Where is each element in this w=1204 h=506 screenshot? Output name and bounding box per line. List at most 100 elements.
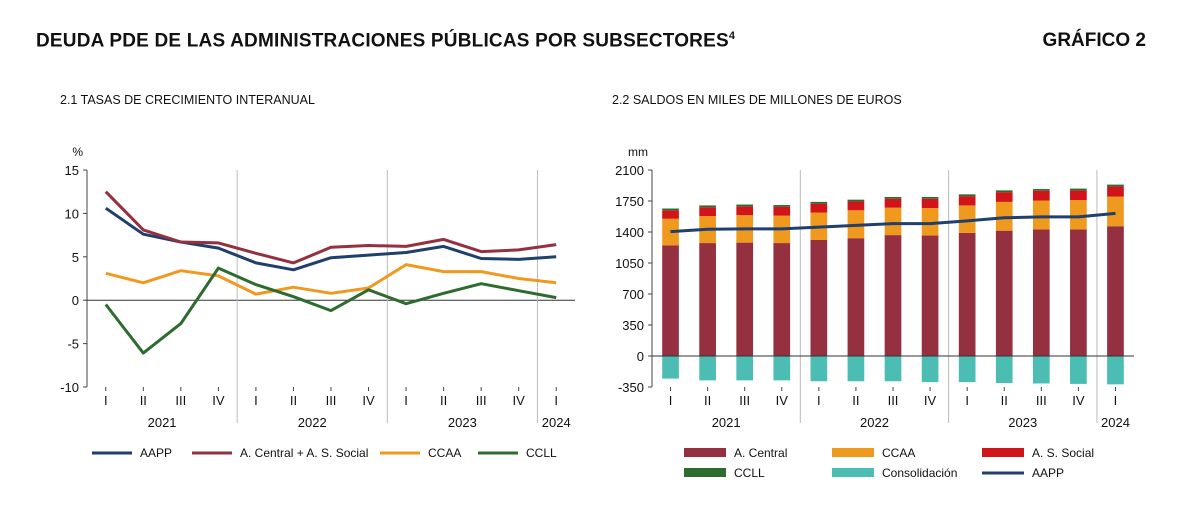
bar-segment-a-s-social (1070, 190, 1087, 201)
figure-code: GRÁFICO 2 (1042, 30, 1146, 51)
year-label: 2023 (448, 415, 477, 430)
legend-label: A. Central + A. S. Social (240, 446, 368, 460)
bar-segment-a-s-social (810, 203, 828, 213)
bar-segment-a-central (1032, 229, 1050, 356)
x-tick-label: III (739, 393, 750, 408)
y-tick-label: 15 (65, 163, 79, 178)
legend-swatch (684, 448, 726, 457)
bar-segment-a-s-social (1107, 186, 1124, 197)
x-tick-label: IV (212, 393, 225, 408)
y-tick-label: 2100 (615, 163, 644, 178)
legend-swatch (832, 468, 874, 477)
bar-segment-consolidaci-n (884, 356, 902, 382)
y-unit-label: % (72, 145, 83, 159)
x-tick-label: I (1114, 393, 1118, 408)
y-tick-label: 1400 (615, 225, 644, 240)
bar-segment-a-central (921, 235, 939, 356)
legend-label: AAPP (1032, 466, 1064, 480)
bar-segment-ccll (958, 194, 976, 197)
bar-segment-consolidaci-n (736, 356, 754, 381)
bar-segment-consolidaci-n (1070, 356, 1087, 384)
series-line-a-central-a-s-social (104, 190, 557, 265)
bar-segment-ccll (1070, 188, 1087, 191)
x-tick-label: IV (362, 393, 375, 408)
bar-segment-ccll (995, 190, 1013, 193)
bar-segment-a-central (662, 245, 679, 356)
x-tick-label: I (965, 393, 969, 408)
bar-segment-ccaa (1032, 200, 1050, 230)
bar-segment-ccll (736, 204, 754, 207)
legend-label: AAPP (140, 446, 172, 460)
x-tick-label: I (104, 393, 108, 408)
x-tick-label: II (1001, 393, 1008, 408)
legend-label: CCAA (428, 446, 461, 460)
bar-segment-consolidaci-n (773, 356, 791, 381)
bar-segment-a-s-social (884, 198, 902, 208)
x-tick-label: II (704, 393, 711, 408)
y-tick-label: 700 (622, 287, 644, 302)
x-tick-label: IV (924, 393, 937, 408)
year-label: 2022 (298, 415, 327, 430)
legend-label: CCLL (734, 466, 765, 480)
series-line-ccaa (105, 263, 557, 296)
year-label: 2024 (1101, 415, 1130, 430)
x-tick-label: I (404, 393, 408, 408)
bar-segment-consolidaci-n (1107, 356, 1124, 385)
legend-swatch (832, 448, 874, 457)
bar-segment-ccll (1032, 189, 1050, 191)
figure-title-text: DEUDA PDE DE LAS ADMINISTRACIONES PÚBLIC… (36, 30, 729, 52)
bar-segment-a-s-social (847, 201, 865, 211)
x-tick-label: III (888, 393, 899, 408)
bar-segment-ccaa (995, 201, 1013, 231)
y-tick-label: 1750 (615, 194, 644, 209)
bar-segment-a-central (1107, 226, 1124, 356)
legend-swatch (982, 448, 1024, 457)
y-unit-label: mm (628, 145, 648, 159)
bar-segment-a-central (1070, 229, 1087, 356)
y-tick-label: -350 (618, 380, 644, 395)
bar-segment-a-central (995, 230, 1013, 356)
series-line-aapp (670, 211, 1116, 234)
bar-segment-ccll (847, 199, 865, 202)
bar-segment-consolidaci-n (662, 356, 679, 379)
x-tick-label: IV (513, 393, 526, 408)
bar-segment-ccaa (921, 208, 939, 236)
x-tick-label: II (440, 393, 447, 408)
bar-segment-ccaa (1107, 196, 1124, 227)
x-tick-label: I (817, 393, 821, 408)
x-tick-label: IV (1072, 393, 1085, 408)
bar-segment-ccll (810, 201, 828, 204)
x-tick-label: III (1036, 393, 1047, 408)
x-tick-label: II (290, 393, 297, 408)
bar-segment-a-s-social (958, 196, 976, 206)
chart1-title: 2.1 TASAS DE CRECIMIENTO INTERANUAL (60, 93, 315, 107)
y-tick-label: 1050 (615, 256, 644, 271)
bar-segment-ccll (921, 197, 939, 199)
bar-segment-a-s-social (773, 206, 791, 216)
x-tick-label: II (852, 393, 859, 408)
legend-swatch (684, 468, 726, 477)
bar-segment-a-s-social (699, 207, 716, 217)
y-tick-label: 5 (72, 250, 79, 265)
year-label: 2021 (148, 415, 177, 430)
bar-segment-a-s-social (1032, 190, 1050, 201)
year-label: 2022 (860, 415, 889, 430)
bar-segment-ccll (1107, 184, 1124, 187)
y-tick-label: -5 (67, 337, 79, 352)
bar-segment-a-central (773, 243, 791, 356)
bar-segment-consolidaci-n (699, 356, 716, 381)
bar-segment-a-s-social (995, 192, 1013, 202)
legend-label: Consolidación (882, 466, 957, 480)
bar-segment-a-s-social (921, 198, 939, 209)
bar-segment-ccll (662, 208, 679, 211)
bar-segment-a-s-social (662, 210, 679, 219)
footnote-marker: 4 (728, 30, 736, 42)
x-tick-label: I (554, 393, 558, 408)
chart2-title: 2.2 SALDOS EN MILES DE MILLONES DE EUROS (612, 93, 902, 107)
series-line-ccll (104, 266, 557, 355)
bar-segment-consolidaci-n (847, 356, 865, 382)
legend-label: CCLL (526, 446, 557, 460)
legend-label: CCAA (882, 446, 915, 460)
